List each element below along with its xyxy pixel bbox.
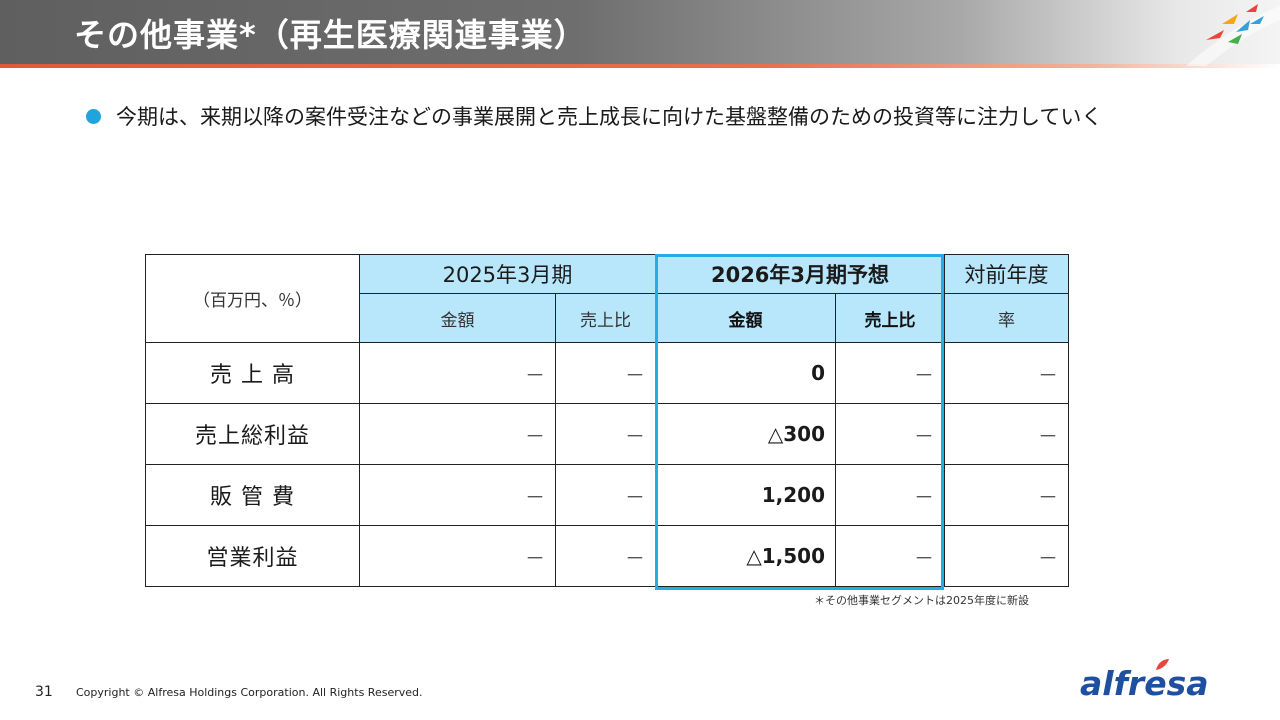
header-period-prev: 2025年3月期 [359,254,656,294]
subheader-yoy-rate: 率 [944,293,1069,343]
cell-fc-amount: △300 [655,403,836,465]
table-row: 売 上 高 － － 0 － － [145,342,1069,404]
table-row: 売上総利益 － － △300 － － [145,403,1069,465]
subheader-prev-ratio: 売上比 [555,293,656,343]
row-label: 売 上 高 [145,342,360,404]
cell-prev-ratio: － [555,342,656,404]
cell-prev-ratio: － [555,525,656,587]
subheader-fc-ratio: 売上比 [835,293,945,343]
cell-fc-amount: 1,200 [655,464,836,526]
header-yoy: 対前年度 [944,254,1069,294]
bullet-point: 今期は、来期以降の案件受注などの事業展開と売上成長に向けた基盤整備のための投資等… [86,102,1196,132]
cell-fc-amount: △1,500 [655,525,836,587]
cell-prev-amount: － [359,342,556,404]
header-period-forecast: 2026年3月期予想 [655,254,945,294]
title-bar [0,0,1280,66]
cell-fc-ratio: － [835,525,945,587]
table-row: 営業利益 － － △1,500 － － [145,525,1069,587]
copyright-text: Copyright © Alfresa Holdings Corporation… [76,686,423,699]
row-label: 販 管 費 [145,464,360,526]
cell-prev-amount: － [359,525,556,587]
cell-fc-ratio: － [835,464,945,526]
title-underline [0,64,1280,68]
unit-label: （百万円、％） [145,254,360,343]
cell-yoy: － [944,342,1069,404]
row-label: 売上総利益 [145,403,360,465]
cell-prev-ratio: － [555,403,656,465]
bullet-dot-icon [86,109,101,124]
row-label: 営業利益 [145,525,360,587]
subheader-prev-amount: 金額 [359,293,556,343]
cell-yoy: － [944,525,1069,587]
cell-prev-amount: － [359,464,556,526]
cell-yoy: － [944,464,1069,526]
logo-leaf-icon [1156,659,1169,670]
footnote: ＊その他事業セグメントは2025年度に新設 [814,594,1029,607]
subheader-fc-amount: 金額 [655,293,836,343]
cell-fc-ratio: － [835,403,945,465]
financial-table: （百万円、％） 2025年3月期 2026年3月期予想 対前年度 金額 売上比 … [145,254,1069,587]
alfresa-logo: alfresa [1080,664,1209,703]
brand-decoration-icon [1186,4,1280,66]
cell-fc-amount: 0 [655,342,836,404]
table-row: 販 管 費 － － 1,200 － － [145,464,1069,526]
cell-yoy: － [944,403,1069,465]
cell-fc-ratio: － [835,342,945,404]
cell-prev-ratio: － [555,464,656,526]
cell-prev-amount: － [359,403,556,465]
page-title: その他事業*（再生医療関連事業） [74,16,587,54]
page-number: 31 [35,684,53,700]
bullet-text: 今期は、来期以降の案件受注などの事業展開と売上成長に向けた基盤整備のための投資等… [116,105,1103,129]
